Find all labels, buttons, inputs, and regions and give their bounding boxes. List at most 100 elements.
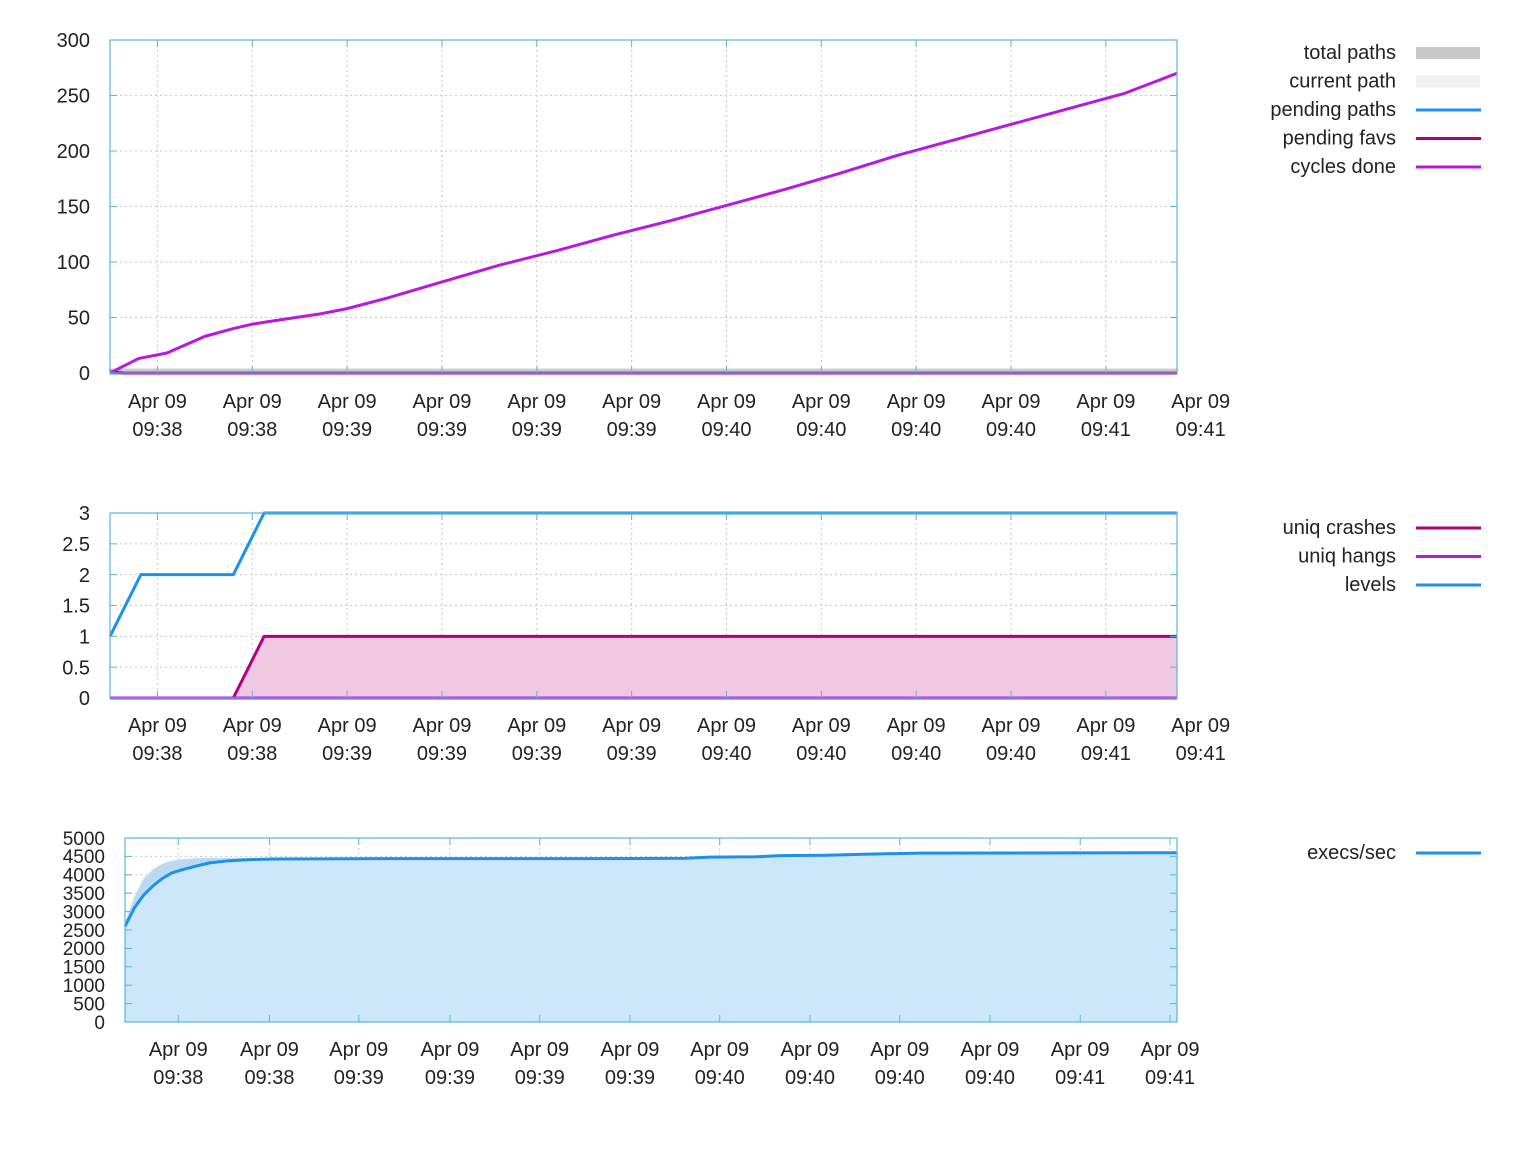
y-tick-label: 2000 (63, 939, 105, 960)
x-tick-label-date: Apr 09 (1076, 715, 1135, 737)
x-tick-label-date: Apr 09 (792, 391, 851, 413)
x-tick-label-date: Apr 09 (412, 391, 471, 413)
y-tick-label: 250 (57, 86, 90, 108)
x-tick-label-date: Apr 09 (697, 715, 756, 737)
series-cycles-done (109, 71, 1178, 375)
y-tick-label: 200 (57, 141, 90, 163)
x-tick-label-date: Apr 09 (600, 1039, 659, 1061)
x-tick-label-time: 09:39 (512, 743, 562, 765)
x-tick-label-date: Apr 09 (1171, 715, 1230, 737)
x-tick-label-time: 09:41 (1176, 743, 1226, 765)
y-tick-label: 150 (57, 197, 90, 219)
grid (110, 513, 1177, 698)
x-tick-label-date: Apr 09 (697, 391, 756, 413)
grid (110, 40, 1177, 373)
x-tick-label-time: 09:40 (875, 1067, 925, 1089)
x-tick-label-time: 09:39 (322, 743, 372, 765)
x-tick-label-date: Apr 09 (602, 391, 661, 413)
x-tick-label-time: 09:39 (417, 419, 467, 441)
x-tick-label-time: 09:40 (965, 1067, 1015, 1089)
y-tick-label: 50 (68, 308, 90, 330)
y-tick-label: 0 (79, 688, 90, 710)
x-tick-label-time: 09:40 (986, 743, 1036, 765)
x-tick-label-date: Apr 09 (318, 715, 377, 737)
x-tick-label-date: Apr 09 (1141, 1039, 1200, 1061)
series-uniq-crashes-area (110, 636, 1177, 698)
y-tick-label: 3 (79, 503, 90, 525)
x-tick-label-date: Apr 09 (507, 715, 566, 737)
x-tick-label-time: 09:39 (417, 743, 467, 765)
x-tick-label-time: 09:40 (796, 419, 846, 441)
x-tick-label-date: Apr 09 (420, 1039, 479, 1061)
y-tick-label: 1.5 (62, 596, 90, 618)
x-tick-label-time: 09:38 (227, 419, 277, 441)
x-tick-label-date: Apr 09 (982, 391, 1041, 413)
legend-label-uniq-hangs: uniq hangs (1298, 546, 1396, 568)
x-tick-label-date: Apr 09 (602, 715, 661, 737)
x-tick-label-date: Apr 09 (1171, 391, 1230, 413)
x-tick-label-time: 09:38 (132, 419, 182, 441)
y-tick-label: 1 (79, 627, 90, 649)
x-tick-label-date: Apr 09 (223, 715, 282, 737)
x-tick-label-time: 09:39 (605, 1067, 655, 1089)
x-tick-label-date: Apr 09 (690, 1039, 749, 1061)
paths-chart: 0 50 100 150 200 250 300 Apr 09 09:38 Apr 09 09:38… (57, 30, 1481, 441)
legend: execs/sec (1307, 842, 1481, 864)
y-tick-label: 3000 (63, 902, 105, 923)
series-execs-sec (123, 851, 1178, 927)
y-tick-label: 5000 (63, 829, 105, 850)
x-tick-label-time: 09:40 (701, 419, 751, 441)
x-tick-label-date: Apr 09 (887, 715, 946, 737)
series-execs-sec-area (125, 852, 1177, 1022)
x-tick-label-time: 09:38 (153, 1067, 203, 1089)
y-tick-label: 4500 (63, 847, 105, 868)
x-tick-label-time: 09:39 (515, 1067, 565, 1089)
x-tick-label-time: 09:41 (1176, 419, 1226, 441)
y-tick-label: 1000 (63, 976, 105, 997)
legend-label-total-paths: total paths (1304, 42, 1396, 64)
x-tick-label-time: 09:41 (1055, 1067, 1105, 1089)
x-tick-label-time: 09:40 (701, 743, 751, 765)
x-tick-label-date: Apr 09 (329, 1039, 388, 1061)
x-tick-label-time: 09:40 (986, 419, 1036, 441)
x-tick-label-time: 09:40 (891, 743, 941, 765)
x-tick-label-time: 09:39 (425, 1067, 475, 1089)
x-tick-label-time: 09:39 (607, 743, 657, 765)
legend: total paths current path pending paths pend… (1270, 42, 1481, 178)
x-tick-label-date: Apr 09 (149, 1039, 208, 1061)
y-tick-label: 3500 (63, 884, 105, 905)
legend-label-current-path: current path (1289, 71, 1396, 93)
x-tick-label-time: 09:40 (891, 419, 941, 441)
x-tick-label-date: Apr 09 (223, 391, 282, 413)
x-tick-label-time: 09:41 (1145, 1067, 1195, 1089)
x-tick-label-date: Apr 09 (412, 715, 471, 737)
crashes-chart: 0 0.5 1 1.5 2 2.5 3 Apr 09 09:38 Apr 09 09:38 Apr 0… (62, 503, 1481, 765)
y-tick-label: 2 (79, 565, 90, 587)
x-tick-label-date: Apr 09 (961, 1039, 1020, 1061)
x-tick-label-date: Apr 09 (240, 1039, 299, 1061)
y-tick-label: 100 (57, 252, 90, 274)
x-tick-label-time: 09:41 (1081, 743, 1131, 765)
legend-label-uniq-crashes: uniq crashes (1283, 517, 1396, 539)
legend-label-levels: levels (1345, 574, 1396, 596)
x-tick-label-date: Apr 09 (128, 391, 187, 413)
legend-swatch-current-path (1416, 75, 1480, 88)
x-tick-label-date: Apr 09 (1051, 1039, 1110, 1061)
legend-label-cycles-done: cycles done (1290, 156, 1396, 178)
y-tick-label: 0 (94, 1013, 105, 1034)
x-tick-label-date: Apr 09 (781, 1039, 840, 1061)
x-tick-label-time: 09:39 (334, 1067, 384, 1089)
y-tick-label: 4000 (63, 866, 105, 887)
y-tick-label: 2500 (63, 921, 105, 942)
x-tick-label-date: Apr 09 (792, 715, 851, 737)
x-tick-label-date: Apr 09 (870, 1039, 929, 1061)
x-tick-label-date: Apr 09 (318, 391, 377, 413)
y-tick-label: 300 (57, 30, 90, 52)
x-tick-label-date: Apr 09 (887, 391, 946, 413)
x-tick-label-time: 09:38 (227, 743, 277, 765)
y-tick-label: 0.5 (62, 657, 90, 679)
x-tick-label-time: 09:38 (244, 1067, 294, 1089)
execs-chart: 0500100015002000250030003500400045005000… (63, 829, 1481, 1089)
y-tick-label: 500 (73, 994, 105, 1015)
